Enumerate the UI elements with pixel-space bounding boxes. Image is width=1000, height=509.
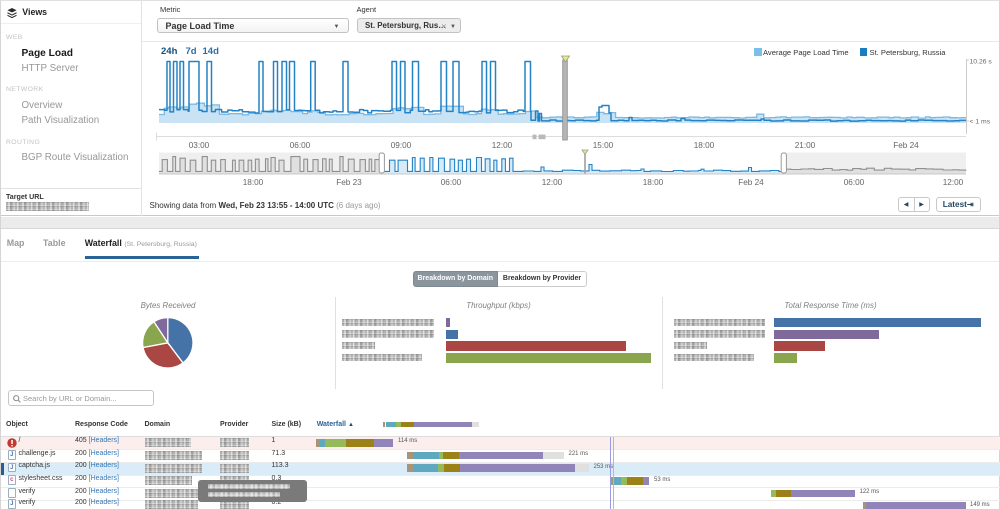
svg-text:18:00: 18:00: [643, 178, 664, 187]
svg-text:12:00: 12:00: [542, 178, 563, 187]
svg-text:Feb 24: Feb 24: [738, 178, 764, 187]
svg-text:Feb 24: Feb 24: [893, 141, 919, 150]
svg-text:03:00: 03:00: [189, 141, 210, 150]
svg-text:09:00: 09:00: [391, 141, 412, 150]
svg-text:12:00: 12:00: [492, 141, 513, 150]
svg-text:06:00: 06:00: [441, 178, 462, 187]
svg-text:21:00: 21:00: [795, 141, 816, 150]
svg-text:10.26 s: 10.26 s: [970, 59, 993, 66]
svg-text:06:00: 06:00: [290, 141, 311, 150]
svg-text:18:00: 18:00: [694, 141, 715, 150]
svg-text:06:00: 06:00: [844, 178, 865, 187]
svg-text:18:00: 18:00: [243, 178, 264, 187]
svg-text:15:00: 15:00: [593, 141, 614, 150]
svg-text:12:00: 12:00: [943, 178, 964, 187]
svg-text:Feb 23: Feb 23: [336, 178, 362, 187]
svg-text:< 1 ms: < 1 ms: [970, 119, 991, 126]
